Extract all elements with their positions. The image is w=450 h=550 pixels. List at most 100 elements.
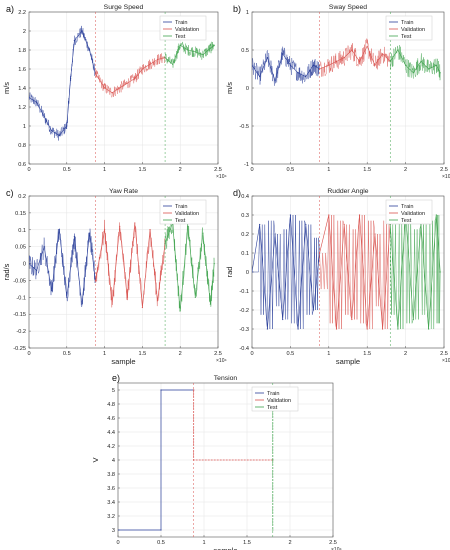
data-point-test xyxy=(412,72,414,74)
y-tick-label: 0 xyxy=(23,262,26,268)
data-point-validation xyxy=(343,57,345,59)
x-tick-label: 0 xyxy=(250,351,253,357)
series-line-validation xyxy=(319,45,391,70)
data-point-test xyxy=(397,328,399,330)
y-tick-label: 4.8 xyxy=(107,402,115,408)
y-tick-label: -0.1 xyxy=(16,295,26,301)
y-tick-label: 0.05 xyxy=(15,245,26,251)
data-point-validation xyxy=(141,306,143,309)
series-line-test xyxy=(164,44,215,65)
x-axis-label: sample xyxy=(111,357,135,366)
x-tick-label: 0 xyxy=(250,167,253,173)
x-tick-label: 0 xyxy=(116,540,119,546)
series-texture-train xyxy=(252,214,320,330)
x-tick-label: 2 xyxy=(179,167,182,173)
y-tick-label: 3.2 xyxy=(107,514,115,520)
y-tick-label: 0.6 xyxy=(18,162,26,168)
data-point-train xyxy=(297,72,299,74)
data-point-train xyxy=(312,309,315,311)
series-texture-train xyxy=(252,46,320,86)
data-point-train xyxy=(81,30,83,32)
x-tick-label: 1.5 xyxy=(363,351,371,357)
data-point-train xyxy=(66,125,68,127)
y-tick-label: 1.4 xyxy=(18,86,26,92)
y-tick-label: -0.2 xyxy=(239,308,249,314)
legend-entry: Test xyxy=(401,34,412,40)
data-point-test xyxy=(435,64,437,66)
data-point-test xyxy=(213,262,215,265)
data-point-validation xyxy=(141,68,143,70)
x-tick-label: 0 xyxy=(27,167,30,173)
data-point-test xyxy=(439,72,441,74)
x-tick-label: 1 xyxy=(103,167,106,173)
data-point-train xyxy=(266,57,268,59)
x-exponent-label: ×10⁴ xyxy=(331,547,342,550)
x-exponent-label: ×10⁴ xyxy=(216,358,227,364)
data-point-train xyxy=(51,289,53,292)
data-point-train xyxy=(35,101,38,103)
data-point-test xyxy=(194,296,196,298)
series-line-train xyxy=(29,30,96,136)
data-point-validation xyxy=(156,300,159,302)
x-tick-label: 1.5 xyxy=(139,351,147,357)
data-point-train xyxy=(312,64,315,66)
x-tick-label: 0.5 xyxy=(157,540,165,546)
x-tick-label: 1.5 xyxy=(243,540,251,546)
axes-frame xyxy=(28,195,219,349)
series-line-validation xyxy=(95,222,166,308)
panel-label: e) xyxy=(112,373,120,383)
data-point-train xyxy=(88,49,91,51)
data-point-test xyxy=(420,60,422,63)
y-tick-label: 3.4 xyxy=(107,500,115,506)
x-exponent-label: ×10⁴ xyxy=(442,174,450,180)
data-point-train xyxy=(266,328,268,330)
data-point-test xyxy=(202,54,204,56)
data-point-test xyxy=(213,44,215,46)
y-tick-label: 0.1 xyxy=(241,251,249,257)
legend-entry: Train xyxy=(401,20,414,26)
y-axis-label: rad xyxy=(225,267,234,278)
series-line-train xyxy=(252,214,320,330)
data-point-test xyxy=(405,64,407,66)
y-tick-label: 4.6 xyxy=(107,416,115,422)
data-point-train xyxy=(29,96,30,99)
data-point-test xyxy=(435,214,437,216)
y-tick-label: 1 xyxy=(246,10,249,16)
data-point-validation xyxy=(126,82,128,84)
x-tick-label: 2 xyxy=(404,351,407,357)
panel-label: b) xyxy=(233,4,241,14)
legend-entry: Validation xyxy=(175,27,199,33)
data-point-validation xyxy=(366,45,368,47)
data-point-test xyxy=(164,242,166,244)
data-point-train xyxy=(282,53,284,55)
x-tick-label: 1 xyxy=(327,351,330,357)
data-point-test xyxy=(397,49,399,51)
legend-entry: Test xyxy=(267,405,278,411)
panel-4: 0 0.5 1 1.5 2 2.5 -0.4 -0.3 -0.2 -0.1 0 0.1 0.2 0.3 0.… xyxy=(225,188,450,366)
x-axis-label: sample xyxy=(336,357,360,366)
data-point-train xyxy=(51,130,53,132)
data-point-train xyxy=(282,318,284,321)
data-point-train xyxy=(305,223,307,226)
data-point-test xyxy=(209,303,212,305)
data-point-train xyxy=(305,76,307,78)
series-line-test xyxy=(389,214,441,330)
data-point-test xyxy=(209,47,212,49)
data-point-test xyxy=(187,225,189,227)
x-tick-label: 0 xyxy=(27,351,30,357)
data-point-validation xyxy=(149,63,151,65)
y-tick-label: 0.15 xyxy=(15,211,26,217)
data-point-test xyxy=(439,271,441,273)
series-line-train xyxy=(29,229,96,305)
data-point-validation xyxy=(119,225,121,227)
data-point-train xyxy=(252,271,253,273)
panel-5: 0 0.5 1 1.5 2 2.5 3 3.2 3.4 3.6 3.8 4 4.2 4.4 4.6 4.8 5 ×… xyxy=(91,373,342,550)
data-point-validation xyxy=(126,296,128,298)
data-point-validation xyxy=(104,87,106,89)
data-point-validation xyxy=(335,60,338,63)
panel-label: a) xyxy=(6,4,14,14)
chart-title: Sway Speed xyxy=(329,4,367,11)
